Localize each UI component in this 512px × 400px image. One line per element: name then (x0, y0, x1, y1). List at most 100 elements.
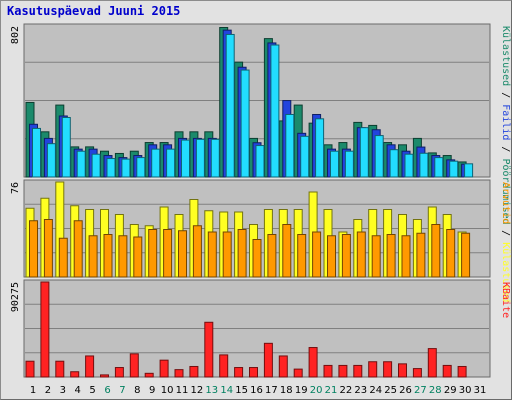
bottom-bar-kbytes-12 (189, 365, 199, 378)
bottom-bar-kbytes-2 (40, 281, 50, 378)
bottom-bar-kbytes-25 (383, 361, 393, 378)
x-label-29: 29 (444, 385, 457, 396)
top-bar-files-28 (434, 157, 444, 178)
top-bar-files-12 (195, 138, 205, 178)
middle-max-label: 76 (10, 182, 21, 194)
top-bar-files-29 (449, 160, 459, 178)
middle-bar-hosts-14 (222, 231, 232, 278)
top-bar-files-8 (136, 157, 146, 178)
top-bar-files-7 (121, 158, 131, 178)
bottom-bar-kbytes-18 (278, 355, 288, 378)
top-bar-files-22 (344, 150, 354, 178)
legend-part: / (500, 224, 511, 242)
middle-bar-hosts-23 (356, 231, 366, 278)
middle-bar-hosts-24 (371, 235, 381, 278)
bottom-bar-kbytes-6 (100, 374, 109, 378)
bottom-bar-kbytes-7 (114, 367, 124, 378)
x-label-14: 14 (220, 385, 233, 396)
middle-bar-hosts-10 (163, 229, 173, 278)
x-label-12: 12 (191, 385, 204, 396)
x-label-10: 10 (161, 385, 174, 396)
legend-part: / (500, 86, 511, 104)
x-label-28: 28 (429, 385, 442, 396)
x-label-1: 1 (30, 385, 36, 396)
top-bar-files-27 (419, 152, 429, 178)
x-label-9: 9 (149, 385, 155, 396)
x-axis-labels: 1 2 3 4 5 6 7 8 9 10 11 12 13 14 15 16 17 18 19 20 21 22 23 24 2… (30, 385, 487, 396)
bottom-bar-kbytes-11 (174, 369, 184, 378)
x-label-5: 5 (89, 385, 95, 396)
bottom-bar-kbytes-17 (263, 342, 273, 378)
x-label-30: 30 (459, 385, 472, 396)
middle-bar-hosts-7 (118, 235, 128, 278)
bottom-bar-kbytes-20 (308, 347, 318, 378)
top-bar-files-6 (106, 158, 116, 178)
middle-legend-label: Arvutid / Külastused (500, 182, 511, 302)
top-bar-files-30 (464, 163, 474, 178)
middle-bar-hosts-5 (88, 235, 98, 278)
top-bar-files-20 (315, 118, 325, 178)
bottom-bar-kbytes-16 (249, 367, 258, 378)
top-bar-files-13 (210, 138, 220, 178)
middle-bar-hosts-29 (446, 229, 456, 278)
x-label-15: 15 (235, 385, 248, 396)
x-label-7: 7 (119, 385, 125, 396)
bottom-bar-kbytes-3 (55, 360, 65, 378)
top-panel: 802 Külastused / Failid / Pöördumised (10, 23, 511, 225)
x-label-25: 25 (384, 385, 397, 396)
bottom-bar-kbytes-21 (323, 364, 333, 378)
bottom-bar-kbytes-26 (398, 363, 407, 378)
x-label-31: 31 (474, 385, 487, 396)
bottom-bar-kbytes-23 (353, 364, 363, 378)
top-bar-files-19 (300, 135, 310, 178)
middle-bar-hosts-12 (192, 225, 202, 278)
bottom-bar-kbytes-27 (412, 368, 422, 378)
top-bar-files-5 (91, 153, 101, 178)
x-label-22: 22 (340, 385, 353, 396)
bottom-bar-kbytes-13 (204, 321, 214, 378)
bottom-bar-kbytes-1 (25, 360, 35, 378)
x-label-17: 17 (265, 385, 278, 396)
legend-part: Arvutid (500, 182, 511, 224)
top-bar-files-16 (255, 145, 265, 178)
middle-bar-hosts-18 (282, 224, 292, 278)
middle-bar-hosts-11 (178, 230, 187, 278)
x-label-27: 27 (414, 385, 427, 396)
top-bar-files-1 (32, 127, 41, 178)
bottom-bar-kbytes-19 (293, 368, 303, 378)
middle-bar-hosts-21 (327, 235, 336, 278)
x-label-21: 21 (325, 385, 338, 396)
x-label-23: 23 (354, 385, 367, 396)
bottom-bar-kbytes-28 (427, 348, 437, 378)
bottom-bar-kbytes-30 (457, 365, 467, 378)
x-label-26: 26 (399, 385, 412, 396)
top-bar-files-24 (374, 135, 384, 178)
middle-bar-hosts-3 (58, 237, 68, 278)
middle-bar-hosts-28 (431, 224, 441, 278)
bottom-bar-kbytes-15 (234, 367, 244, 378)
top-bar-files-15 (240, 69, 250, 178)
middle-bar-hosts-13 (207, 231, 217, 278)
top-bar-files-9 (151, 148, 161, 178)
x-label-16: 16 (250, 385, 263, 396)
x-label-4: 4 (75, 385, 81, 396)
bottom-bar-kbytes-22 (338, 364, 348, 378)
middle-bar-hosts-9 (148, 229, 158, 278)
top-max-label: 802 (10, 26, 21, 44)
legend-part: / (500, 140, 511, 158)
top-bar-files-25 (389, 149, 399, 178)
middle-bar-hosts-1 (29, 220, 38, 278)
top-bar-files-21 (330, 150, 339, 178)
middle-bar-hosts-6 (103, 234, 113, 278)
x-label-24: 24 (369, 385, 382, 396)
x-label-6: 6 (104, 385, 110, 396)
middle-bar-hosts-25 (386, 234, 396, 278)
middle-bar-hosts-19 (297, 234, 307, 278)
middle-bar-hosts-16 (252, 239, 262, 278)
top-bar-files-23 (359, 127, 369, 178)
middle-bar-hosts-4 (73, 220, 83, 278)
middle-bar-hosts-15 (237, 229, 247, 278)
top-bar-files-10 (166, 148, 176, 178)
middle-bar-hosts-2 (43, 219, 53, 278)
